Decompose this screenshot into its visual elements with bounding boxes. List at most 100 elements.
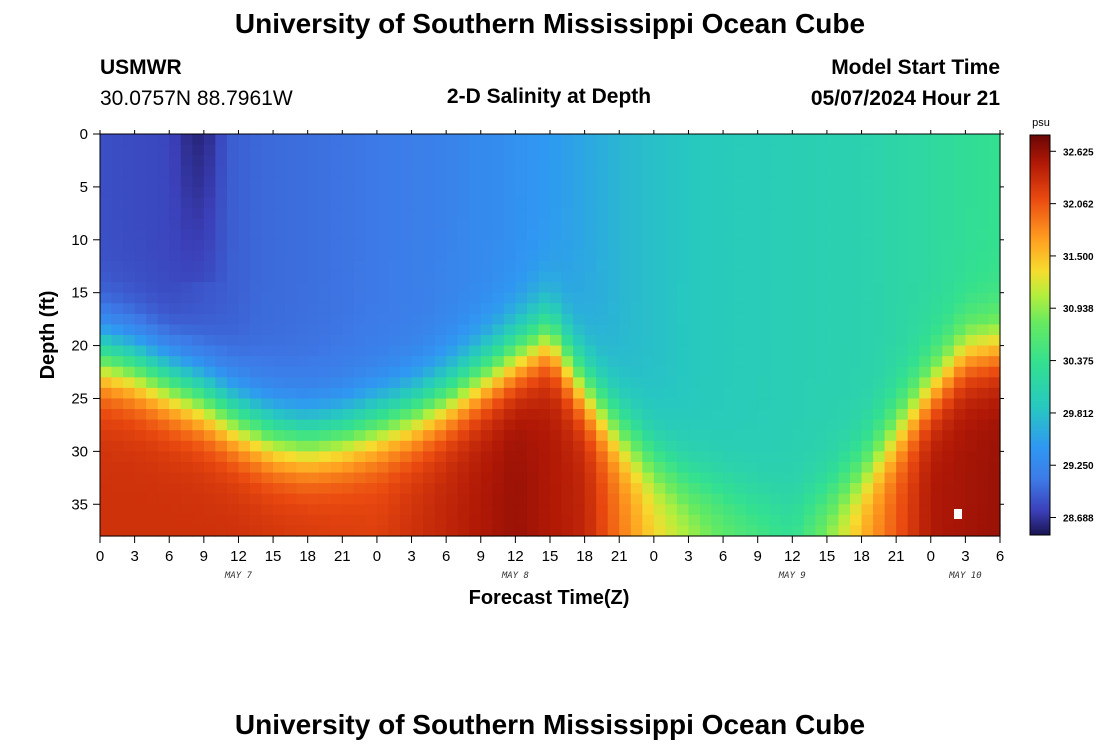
heatmap-cell (319, 504, 332, 516)
heatmap-cell (861, 356, 874, 368)
heatmap-cell (273, 324, 286, 336)
heatmap-cell (307, 525, 320, 537)
heatmap-cell (953, 525, 966, 537)
heatmap-cell (584, 218, 597, 230)
heatmap-cell (134, 303, 147, 315)
heatmap-cell (642, 155, 655, 167)
heatmap-cell (896, 292, 909, 304)
heatmap-cell (400, 387, 413, 400)
heatmap-cell (630, 134, 643, 146)
heatmap-cell (503, 461, 516, 474)
heatmap-cell (273, 430, 286, 442)
heatmap-cell (319, 493, 332, 505)
heatmap-cell (169, 250, 182, 262)
heatmap-cell (169, 451, 182, 463)
heatmap-cell (700, 504, 713, 516)
heatmap-cell (757, 525, 770, 537)
heatmap-cell (907, 176, 920, 188)
heatmap-cell (965, 134, 978, 146)
heatmap-cell (226, 239, 240, 251)
heatmap-cell (538, 504, 551, 516)
heatmap-cell (192, 451, 205, 463)
heatmap-cell (526, 155, 540, 167)
heatmap-cell (157, 356, 170, 368)
heatmap-cell (607, 239, 620, 251)
heatmap-cell (746, 398, 759, 410)
heatmap-cell (838, 335, 851, 347)
heatmap-cell (953, 229, 966, 241)
heatmap-cell (723, 218, 736, 230)
heatmap-cell (526, 250, 540, 262)
heatmap-cell (700, 356, 713, 368)
heatmap-cell (826, 229, 840, 241)
heatmap-cell (676, 398, 690, 410)
heatmap-cell (780, 377, 793, 389)
heatmap-cell (550, 493, 563, 505)
heatmap-cell (492, 345, 505, 357)
heatmap-cell (907, 197, 920, 209)
heatmap-cell (573, 366, 586, 378)
heatmap-cell (434, 335, 447, 347)
heatmap-cell (400, 313, 413, 326)
y-tick-label: 0 (80, 126, 88, 143)
heatmap-cell (215, 155, 228, 167)
heatmap-cell (976, 292, 990, 304)
heatmap-cell (850, 430, 863, 442)
heatmap-cell (642, 461, 655, 474)
heatmap-cell (226, 398, 240, 410)
heatmap-cell (850, 176, 863, 188)
heatmap-cell (573, 260, 586, 273)
heatmap-cell (653, 250, 666, 262)
heatmap-cell (861, 282, 874, 294)
heatmap-cell (642, 303, 655, 315)
heatmap-cell (307, 356, 320, 368)
heatmap-cell (515, 483, 528, 495)
heatmap-cell (584, 366, 597, 378)
heatmap-cell (319, 208, 332, 220)
heatmap-cell (919, 335, 932, 347)
heatmap-cell (550, 409, 563, 421)
heatmap-cell (492, 144, 505, 156)
heatmap-cell (561, 525, 574, 537)
heatmap-cell (250, 176, 263, 188)
heatmap-cell (342, 409, 355, 421)
heatmap-cell (826, 451, 840, 463)
heatmap-cell (838, 483, 851, 495)
heatmap-cell (446, 218, 459, 230)
heatmap-cell (550, 451, 563, 463)
heatmap-cell (850, 165, 863, 177)
heatmap-cell (157, 165, 170, 177)
heatmap-cell (111, 483, 124, 495)
heatmap-cell (503, 335, 516, 347)
heatmap-cell (503, 208, 516, 220)
heatmap-cell (180, 483, 193, 495)
heatmap-cell (319, 430, 332, 442)
heatmap-cell (884, 430, 897, 442)
heatmap-cell (700, 387, 713, 400)
heatmap-cell (815, 472, 828, 484)
heatmap-cell (215, 377, 228, 389)
heatmap-cell (400, 282, 413, 294)
heatmap-cell (480, 218, 493, 230)
heatmap-cell (273, 483, 286, 495)
heatmap-cell (757, 260, 770, 273)
heatmap-cell (515, 218, 528, 230)
heatmap-cell (792, 366, 805, 378)
heatmap-cell (861, 239, 874, 251)
heatmap-cell (815, 514, 828, 527)
heatmap-cell (157, 377, 170, 389)
heatmap-cell (676, 377, 690, 389)
heatmap-cell (607, 440, 620, 452)
heatmap-cell (330, 282, 343, 294)
heatmap-cell (365, 282, 378, 294)
heatmap-cell (723, 165, 736, 177)
heatmap-cell (757, 134, 770, 146)
heatmap-cell (850, 345, 863, 357)
heatmap-cell (330, 260, 343, 273)
heatmap-cell (538, 483, 551, 495)
heatmap-cell (238, 260, 251, 273)
heatmap-cell (757, 292, 770, 304)
heatmap-cell (203, 144, 216, 156)
heatmap-cell (942, 144, 955, 156)
heatmap-cell (503, 218, 516, 230)
